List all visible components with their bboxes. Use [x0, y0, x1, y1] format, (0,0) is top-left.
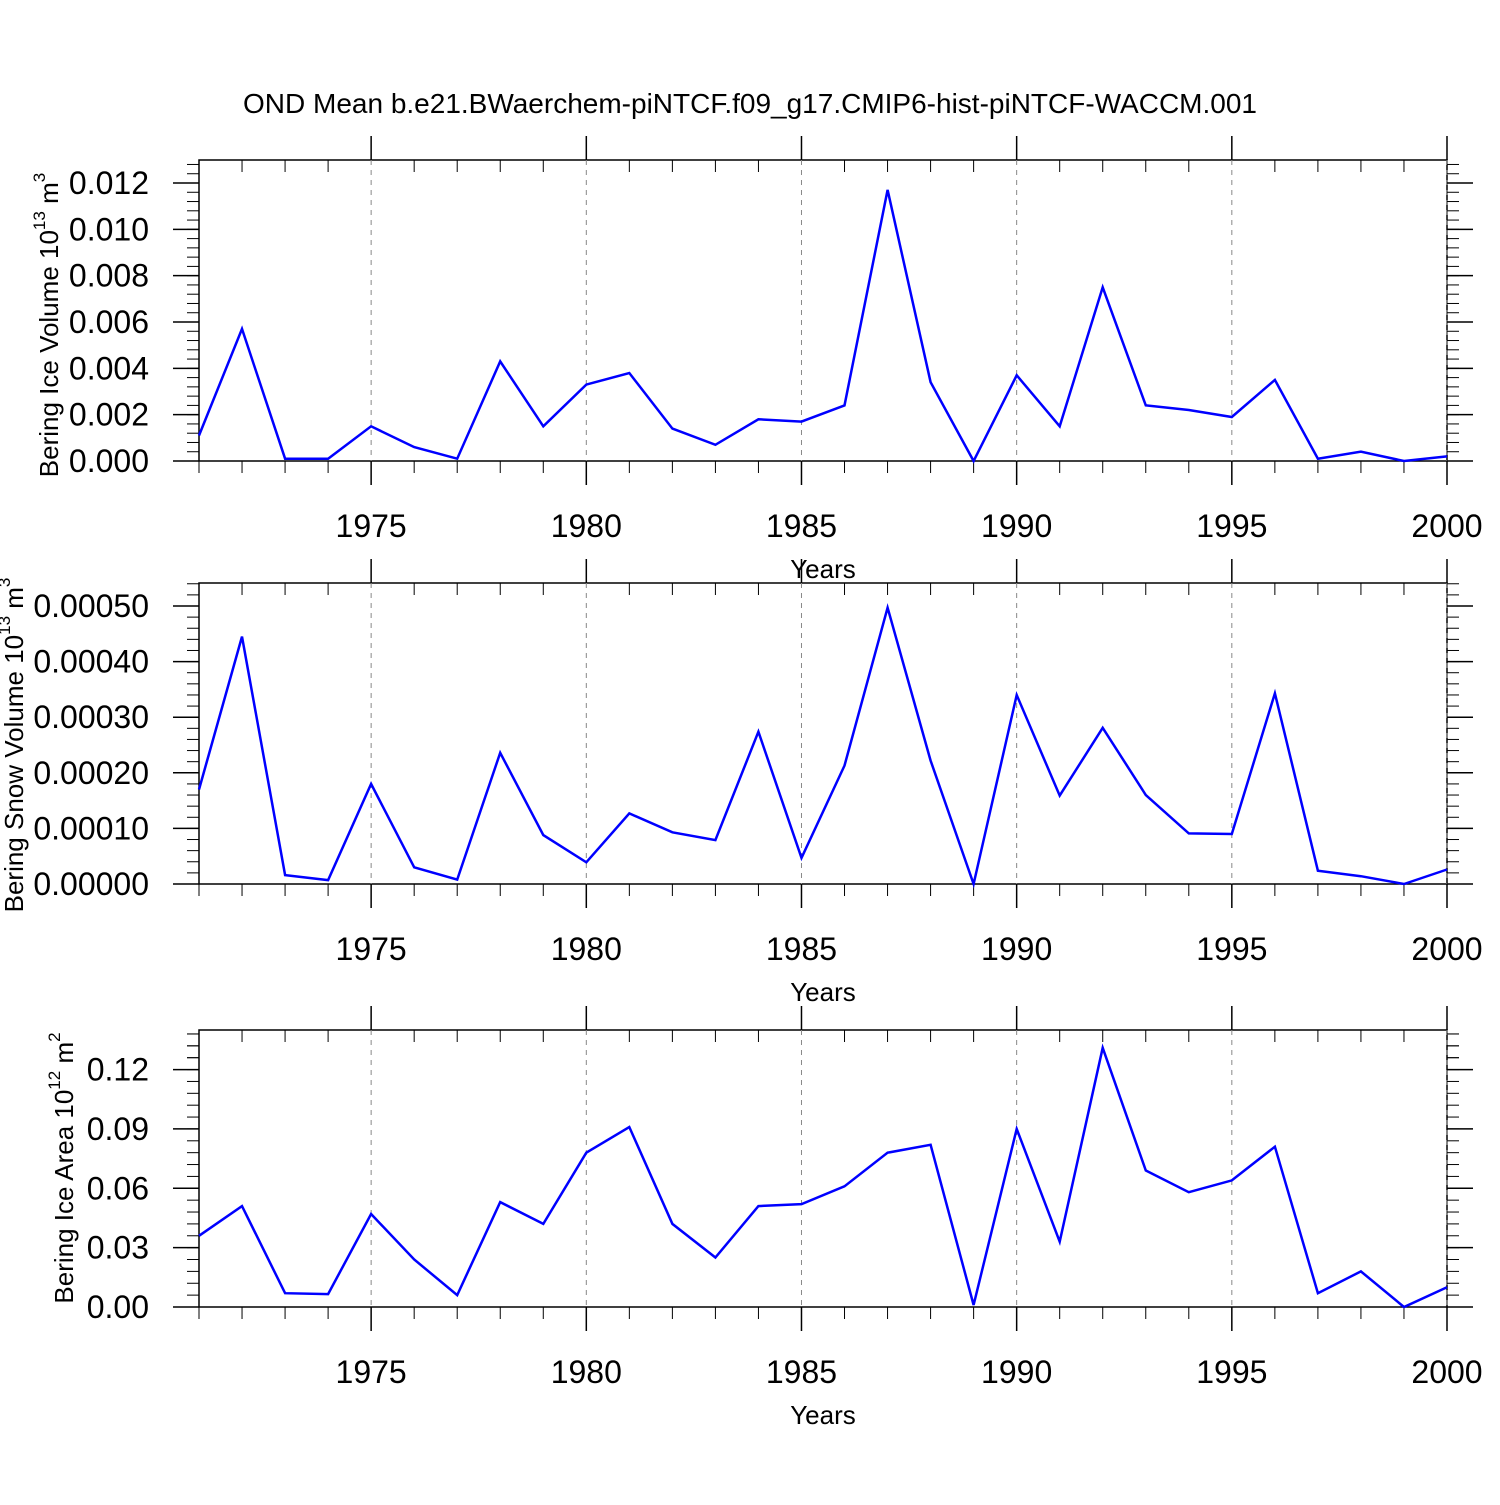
x-tick-label: 1990	[981, 508, 1052, 544]
chart-panel-2: 1975 1980 1985 1990 1995 2000 0.00000 0.00010 0.…	[0, 559, 1483, 1007]
y-tick-label: 0.008	[69, 258, 149, 294]
y-tick-label: 0.010	[69, 211, 149, 247]
x-axis-title: Years	[790, 977, 856, 1007]
x-tick-label: 1995	[1196, 1354, 1267, 1390]
y-axis-title-superscript: 13	[0, 616, 14, 635]
y-axis-title-superscript: 12	[45, 1071, 64, 1090]
y-tick-label: 0.000	[69, 443, 149, 479]
x-tick-label: 1975	[336, 931, 407, 967]
x-tick-label: 1980	[551, 931, 622, 967]
y-axis-title-part: m	[0, 587, 29, 616]
y-tick-label: 0.00010	[33, 810, 149, 846]
plot-frame	[198, 159, 1448, 462]
x-tick-label: 1980	[551, 1354, 622, 1390]
x-tick-label: 1995	[1196, 508, 1267, 544]
y-axis-title: Bering Snow Volume 1013 m3	[0, 578, 29, 913]
x-tick-label: 1990	[981, 1354, 1052, 1390]
y-axis-title-superscript: 13	[30, 211, 49, 230]
y-tick-label: 0.004	[69, 350, 149, 386]
y-tick-label: 0.012	[69, 165, 149, 201]
x-tick-label: 1975	[336, 1354, 407, 1390]
y-tick-label: 0.00000	[33, 866, 149, 902]
figure-title: OND Mean b.e21.BWaerchem-piNTCF.f09_g17.…	[243, 88, 1257, 119]
y-axis-title-part: Bering Ice Volume 10	[34, 230, 64, 477]
x-tick-label: 1985	[766, 1354, 837, 1390]
x-tick-label: 1980	[551, 508, 622, 544]
x-tick-label: 2000	[1411, 931, 1482, 967]
x-tick-label: 1985	[766, 508, 837, 544]
x-tick-label: 2000	[1411, 508, 1482, 544]
y-axis-title-part: Bering Snow Volume 10	[0, 635, 29, 913]
y-tick-label: 0.002	[69, 397, 149, 433]
y-axis-title: Bering Ice Area 1012 m2	[45, 1032, 80, 1303]
y-tick-label: 0.006	[69, 304, 149, 340]
x-axis-title: Years	[790, 554, 856, 584]
y-axis-title-part: m	[49, 1042, 79, 1071]
y-tick-label: 0.06	[87, 1170, 149, 1206]
y-tick-label: 0.12	[87, 1052, 149, 1088]
series-line	[197, 189, 1448, 464]
chart-panel-3: 1975 1980 1985 1990 1995 2000 0.00 0.03 0.06 0.09…	[45, 1006, 1483, 1430]
y-tick-label: 0.00	[87, 1289, 149, 1325]
y-axis-title-part: m	[34, 182, 64, 211]
y-tick-label: 0.00050	[33, 588, 149, 624]
y-tick-label: 0.00020	[33, 755, 149, 791]
y-tick-label: 0.00040	[33, 644, 149, 680]
y-tick-label: 0.09	[87, 1111, 149, 1147]
x-axis-title: Years	[790, 1400, 856, 1430]
x-tick-label: 1975	[336, 508, 407, 544]
chart-panel-1: 1975 1980 1985 1990 1995 2000 0.000 0.002 0.004 0…	[30, 136, 1483, 584]
x-tick-label: 1995	[1196, 931, 1267, 967]
y-tick-label: 0.00030	[33, 699, 149, 735]
y-axis-title-superscript: 3	[0, 578, 14, 587]
plot-frame	[198, 1029, 1448, 1308]
plot-frame	[198, 582, 1448, 885]
y-axis-title-part: Bering Ice Area 10	[49, 1090, 79, 1304]
series-line	[198, 1043, 1448, 1309]
y-axis-title-superscript: 2	[45, 1032, 64, 1041]
x-tick-label: 1985	[766, 931, 837, 967]
y-axis-title-superscript: 3	[30, 173, 49, 182]
y-tick-label: 0.03	[87, 1230, 149, 1266]
x-tick-label: 2000	[1411, 1354, 1482, 1390]
series-line	[197, 603, 1448, 889]
y-axis-title: Bering Ice Volume 1013 m3	[30, 173, 65, 477]
x-tick-label: 1990	[981, 931, 1052, 967]
